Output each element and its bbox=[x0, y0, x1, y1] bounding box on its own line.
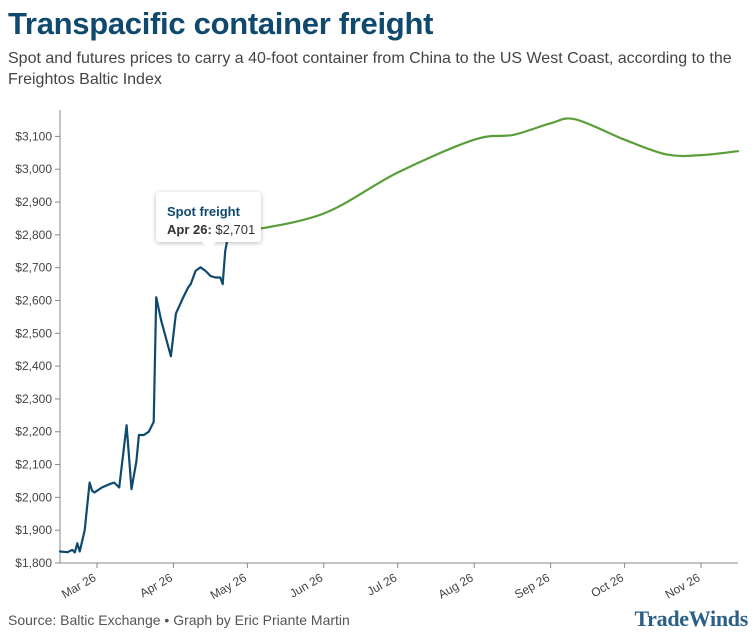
y-tick-label: $2,700 bbox=[15, 261, 52, 275]
y-tick-label: $2,400 bbox=[15, 359, 52, 373]
tooltip-series-name: Spot freight bbox=[167, 204, 240, 219]
series-line-futures bbox=[248, 117, 740, 232]
y-tick-label: $2,300 bbox=[15, 392, 52, 406]
y-axis: $1,800 $1,900 $2,000 $2,100 $2,200 $2,300 $2,4… bbox=[15, 110, 61, 570]
y-tick-label: $2,900 bbox=[15, 195, 52, 209]
x-tick-label: Aug 26 bbox=[436, 570, 476, 601]
data-tooltip: Spot freight Apr 26: $2,701 bbox=[156, 192, 261, 249]
tooltip-value: $2,701 bbox=[215, 222, 256, 237]
tooltip-pointer bbox=[202, 242, 216, 249]
y-tick-label: $2,600 bbox=[15, 293, 52, 307]
y-tick-label: $1,900 bbox=[15, 523, 52, 537]
x-axis: Mar 26 Apr 26 May 26 Jun 26 Jul 26 Aug 26 Sep … bbox=[59, 562, 738, 602]
tooltip-date: Apr 26: bbox=[167, 222, 212, 237]
tooltip-value-line: Apr 26: $2,701 bbox=[167, 222, 255, 237]
y-tick-label: $2,800 bbox=[15, 228, 52, 242]
y-tick-label: $3,100 bbox=[15, 129, 52, 143]
x-tick-label: Sep 26 bbox=[512, 570, 552, 601]
x-tick-label: Jun 26 bbox=[287, 570, 325, 600]
x-tick-label: Jul 26 bbox=[365, 570, 400, 598]
series-layer bbox=[58, 117, 740, 554]
series-line-spot-freight bbox=[58, 217, 251, 554]
x-tick-label: Apr 26 bbox=[137, 570, 175, 600]
y-tick-label: $2,200 bbox=[15, 425, 52, 439]
y-tick-label: $3,000 bbox=[15, 162, 52, 176]
x-tick-label: Oct 26 bbox=[588, 570, 626, 600]
x-tick-label: May 26 bbox=[208, 570, 249, 602]
chart-subtitle: Spot and futures prices to carry a 40-fo… bbox=[8, 50, 732, 88]
x-tick-label: Nov 26 bbox=[663, 570, 703, 601]
y-tick-label: $2,000 bbox=[15, 490, 52, 504]
x-tick-label: Mar 26 bbox=[59, 570, 99, 601]
tradewinds-logo: TradeWinds bbox=[634, 606, 748, 631]
y-tick-label: $1,800 bbox=[15, 556, 52, 570]
y-tick-label: $2,100 bbox=[15, 458, 52, 472]
y-tick-label: $2,500 bbox=[15, 326, 52, 340]
source-credit: Source: Baltic Exchange • Graph by Eric … bbox=[8, 612, 350, 628]
chart-title: Transpacific container freight bbox=[8, 6, 434, 41]
